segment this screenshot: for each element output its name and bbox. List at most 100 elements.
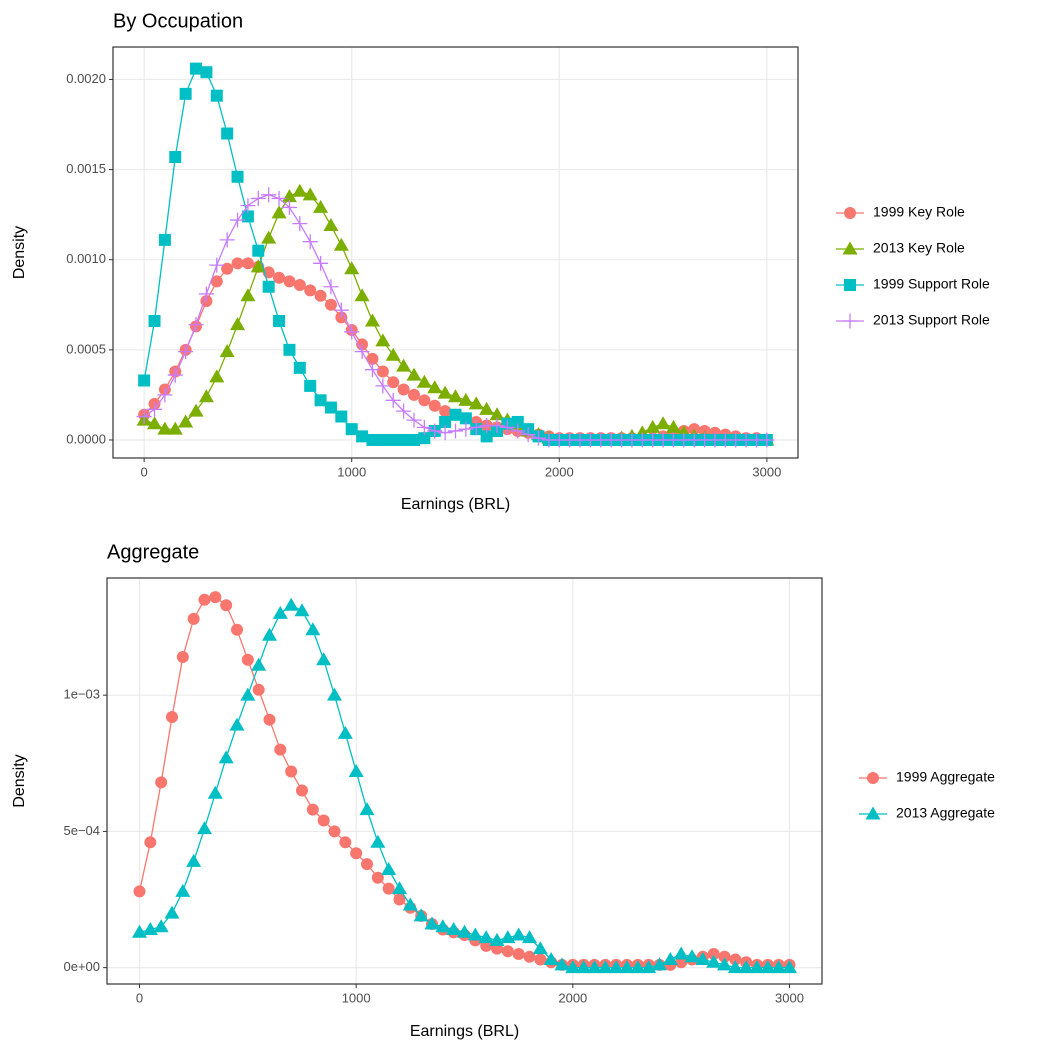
marker [285, 765, 298, 778]
y-axis-title: Density [11, 226, 28, 279]
marker [435, 919, 451, 933]
marker [468, 396, 484, 410]
x-tick-label: 3000 [752, 464, 781, 479]
marker [304, 284, 317, 297]
marker [844, 279, 856, 291]
chart-panel: 0.0000 0.0005 0.0010 0.0015 0.0020 0 1000 2000 3… [11, 10, 990, 513]
marker [207, 785, 223, 799]
plot-border [112, 46, 799, 459]
marker [842, 313, 858, 329]
marker [406, 367, 422, 381]
marker [164, 905, 180, 919]
marker [576, 960, 592, 974]
marker [250, 190, 266, 206]
marker [167, 367, 183, 383]
marker [294, 603, 310, 617]
marker [293, 278, 306, 291]
x-tick-label: 3000 [775, 990, 804, 1005]
marker [252, 683, 265, 696]
marker [370, 834, 386, 848]
marker [296, 784, 308, 797]
marker [241, 257, 254, 270]
marker [240, 288, 256, 302]
marker [262, 280, 275, 293]
marker [381, 862, 397, 876]
x-tick-label: 0 [141, 464, 148, 479]
marker [175, 883, 191, 897]
marker [166, 710, 178, 723]
marker [327, 687, 342, 701]
marker [147, 401, 163, 417]
marker [407, 433, 420, 446]
marker [448, 389, 463, 403]
marker [587, 960, 602, 974]
marker [209, 257, 225, 273]
x-axis-title: Earnings (BRL) [410, 1023, 519, 1040]
marker [402, 897, 418, 911]
marker [489, 418, 505, 434]
marker [534, 953, 547, 966]
marker [333, 237, 349, 251]
y-tick-label: 0.0005 [66, 341, 106, 356]
marker [489, 407, 505, 421]
marker [186, 853, 202, 867]
marker [413, 908, 429, 922]
marker [396, 358, 412, 372]
marker [218, 750, 234, 764]
marker [328, 825, 341, 838]
legend-label: 2013 Aggregate [896, 805, 995, 821]
marker [458, 421, 474, 437]
x-tick-label: 0 [136, 990, 143, 1005]
marker [439, 405, 452, 418]
marker [302, 234, 318, 250]
marker [188, 317, 204, 333]
marker [468, 419, 484, 435]
marker [652, 957, 667, 971]
marker [865, 806, 881, 820]
marker [271, 205, 287, 219]
marker [144, 836, 157, 849]
marker [396, 403, 412, 419]
marker [138, 374, 151, 387]
marker [729, 953, 742, 966]
y-axis-title: Density [11, 754, 28, 807]
marker [387, 433, 400, 446]
marker [313, 255, 329, 271]
marker [178, 414, 194, 428]
marker [348, 763, 364, 777]
marker [480, 430, 493, 443]
marker [392, 881, 407, 895]
marker [427, 380, 443, 394]
x-tick-label: 2000 [558, 990, 587, 1005]
marker [344, 324, 360, 340]
marker [375, 378, 391, 394]
marker [155, 776, 168, 789]
marker [262, 627, 277, 641]
marker [522, 930, 537, 944]
marker [230, 317, 246, 331]
marker [323, 217, 339, 231]
chart-title: Aggregate [107, 541, 199, 563]
marker [427, 423, 443, 439]
marker [397, 383, 410, 396]
marker [665, 419, 681, 433]
marker [293, 361, 306, 374]
marker [281, 199, 297, 215]
marker [501, 945, 514, 958]
marker [324, 298, 337, 311]
marker [339, 836, 352, 849]
legend-label: 1999 Aggregate [896, 769, 995, 785]
y-tick-label: 0.0015 [66, 161, 106, 176]
marker [272, 605, 288, 619]
marker [760, 960, 776, 974]
marker [439, 415, 452, 428]
marker [366, 352, 379, 365]
marker [292, 216, 308, 232]
marker [416, 374, 432, 388]
marker [782, 960, 797, 974]
marker [304, 379, 317, 392]
marker [565, 960, 581, 974]
marker [263, 713, 276, 726]
